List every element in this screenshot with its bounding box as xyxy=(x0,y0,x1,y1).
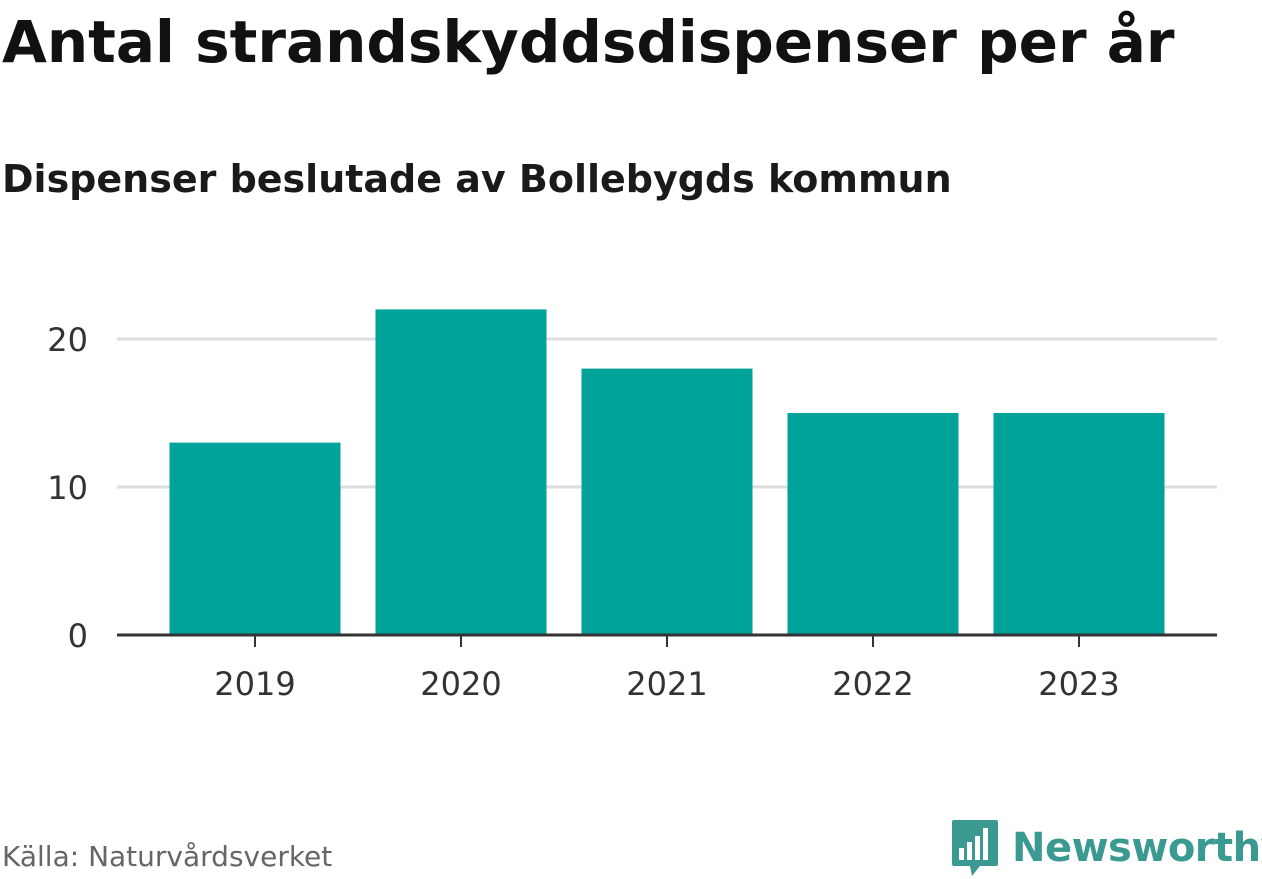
bar xyxy=(169,442,341,635)
y-tick-label: 0 xyxy=(68,617,88,655)
y-tick-label: 10 xyxy=(47,469,88,507)
bar xyxy=(787,413,959,635)
chart-subtitle: Dispenser beslutade av Bollebygds kommun xyxy=(2,157,952,201)
x-tick-label: 2020 xyxy=(420,665,501,703)
bar xyxy=(581,368,753,635)
brand-logo: Newsworthy xyxy=(950,818,1262,878)
x-tick-label: 2019 xyxy=(214,665,295,703)
chart-title: Antal strandskyddsdispenser per år xyxy=(2,8,1175,76)
axes: 0 10 20 2019 2020 2021 2022 2023 xyxy=(47,321,1217,703)
bar-chart-speech-bubble-icon xyxy=(952,820,998,876)
bar-chart: 0 10 20 2019 2020 2021 2022 2023 xyxy=(47,309,1217,703)
bar xyxy=(993,413,1165,635)
y-tick-label: 20 xyxy=(47,321,88,359)
brand-name: Newsworthy xyxy=(1012,825,1262,871)
bar xyxy=(375,309,547,635)
x-tick-label: 2023 xyxy=(1038,665,1119,703)
bars xyxy=(169,309,1165,635)
x-tick-label: 2021 xyxy=(626,665,707,703)
source-note: Källa: Naturvårdsverket xyxy=(2,840,333,873)
x-tick-label: 2022 xyxy=(832,665,913,703)
